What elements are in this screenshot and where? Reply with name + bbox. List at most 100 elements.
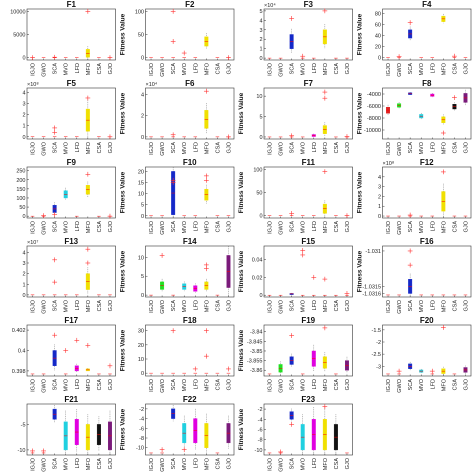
panel-title: F21 bbox=[64, 395, 78, 404]
x-category-label: MFO bbox=[86, 220, 92, 233]
x-category-label: MFO bbox=[441, 378, 447, 391]
x-category-label: MFO bbox=[86, 457, 92, 470]
y-tick-label: -6000 bbox=[367, 104, 381, 110]
x-category-label: CSA bbox=[452, 300, 458, 312]
y-tick-label: -10 bbox=[18, 448, 26, 454]
x-category-label: GJO bbox=[108, 220, 114, 232]
x-category-label: GJO bbox=[345, 220, 351, 232]
x-category-label: MVO bbox=[64, 299, 70, 312]
y-tick-label: -1.031 bbox=[365, 249, 381, 255]
panel-title: F19 bbox=[301, 316, 315, 325]
panel-title: F6 bbox=[185, 79, 195, 88]
y-axis-multiplier: ×10⁸ bbox=[27, 81, 39, 88]
x-category-label: CSA bbox=[97, 142, 103, 154]
x-category-label: LFD bbox=[312, 379, 318, 389]
y-tick-label: 0 bbox=[141, 56, 144, 62]
y-tick-label: -6 bbox=[139, 426, 144, 432]
panel-title: F20 bbox=[420, 316, 434, 325]
panel-f4: F4 Fitness Value 0 20 40 60 80 IGJO GWO SCA MVO LFD… bbox=[357, 0, 472, 77]
y-tick-label: 100 bbox=[253, 167, 262, 173]
x-category-label: GJO bbox=[463, 220, 469, 232]
x-category-label: GWO bbox=[160, 62, 166, 76]
panel-title: F2 bbox=[185, 0, 195, 9]
y-tick-label: -5 bbox=[21, 422, 26, 428]
x-category-label: GWO bbox=[42, 299, 48, 313]
x-category-label: SCA bbox=[171, 63, 177, 75]
x-category-label: MVO bbox=[64, 378, 70, 391]
plot-frame bbox=[145, 324, 235, 377]
x-category-label: SCA bbox=[171, 300, 177, 312]
y-axis-label: Fitness Value bbox=[120, 13, 127, 55]
panel-title: F18 bbox=[183, 316, 197, 325]
x-category-label: GWO bbox=[160, 378, 166, 392]
x-category-label: IGJO bbox=[386, 220, 392, 234]
y-tick-label: 3 bbox=[378, 185, 381, 191]
x-category-label: MFO bbox=[86, 141, 92, 154]
x-category-label: IGJO bbox=[386, 378, 392, 392]
panel-title: F11 bbox=[302, 158, 316, 167]
y-axis-label: Fitness Value bbox=[238, 250, 245, 292]
x-category-label: CSA bbox=[452, 379, 458, 391]
x-category-label: MFO bbox=[323, 141, 329, 154]
y-tick-label: 0 bbox=[22, 214, 25, 220]
x-category-label: MVO bbox=[419, 299, 425, 312]
y-tick-label: -1.0315 bbox=[362, 284, 381, 290]
x-category-label: GWO bbox=[279, 220, 285, 234]
x-category-label: MFO bbox=[86, 299, 92, 312]
y-tick-label: -3.84 bbox=[250, 330, 263, 336]
y-tick-label: 5 bbox=[141, 203, 144, 209]
y-tick-label: 4 bbox=[141, 92, 144, 98]
x-category-label: LFD bbox=[193, 379, 199, 389]
x-category-label: SCA bbox=[408, 63, 414, 75]
y-tick-label: 20 bbox=[375, 44, 381, 50]
x-category-label: MVO bbox=[182, 141, 188, 154]
x-category-label: MVO bbox=[182, 457, 188, 470]
y-tick-label: 5000 bbox=[13, 33, 25, 39]
panel-f23: F23 Fitness Value -2 -4 -6 -8 -10 IGJO GWO SCA MVO… bbox=[238, 395, 353, 472]
x-category-label: GJO bbox=[463, 141, 469, 153]
y-tick-label: 1 bbox=[22, 282, 25, 288]
x-category-label: IGJO bbox=[268, 299, 274, 313]
plot-frame bbox=[263, 87, 353, 140]
panel-f2: F2 Fitness Value 0 50 100 IGJO GWO SCA MVO LFD MFO… bbox=[120, 0, 235, 77]
x-category-label: GJO bbox=[226, 378, 232, 390]
x-category-label: CSA bbox=[215, 142, 221, 154]
y-tick-label: 2 bbox=[22, 272, 25, 278]
x-category-label: CSA bbox=[452, 221, 458, 233]
y-tick-label: -2 bbox=[376, 340, 381, 346]
plot-frame bbox=[26, 8, 116, 61]
y-tick-label: 0 bbox=[259, 56, 262, 62]
y-tick-label: -4 bbox=[139, 417, 144, 423]
x-category-label: CSA bbox=[97, 458, 103, 470]
x-category-label: LFD bbox=[312, 458, 318, 468]
x-category-label: SCA bbox=[408, 379, 414, 391]
y-axis-label: Fitness Value bbox=[238, 171, 245, 213]
plot-frame bbox=[263, 8, 353, 61]
x-category-label: MVO bbox=[419, 378, 425, 391]
panel-f18: F18 Fitness Value 0 10 20 30 IGJO GWO SCA MVO LFD M… bbox=[120, 316, 235, 393]
x-category-label: MFO bbox=[204, 378, 210, 391]
x-category-label: GJO bbox=[108, 299, 114, 311]
x-category-label: MVO bbox=[301, 220, 307, 233]
x-category-label: IGJO bbox=[268, 62, 274, 76]
y-axis-multiplier: ×10⁷ bbox=[27, 239, 38, 246]
plot-frame bbox=[26, 166, 116, 219]
panel-f6: F6 ×10⁴ Fitness Value 0 2 4 IGJO GWO SCA MVO LFD MF… bbox=[120, 79, 235, 156]
y-axis-multiplier: ×10⁴ bbox=[264, 2, 276, 9]
x-category-label: CSA bbox=[215, 221, 221, 233]
panel-title: F13 bbox=[64, 237, 78, 246]
x-category-label: GWO bbox=[397, 378, 403, 392]
panel-f13: F13 ×10⁷ 0 1 2 3 4 IGJO GWO SCA MVO LFD MFO CSA GJO bbox=[22, 237, 116, 314]
x-category-label: GWO bbox=[160, 141, 166, 155]
panel-f3: F3 ×10⁴ 0 1 2 3 4 5 IGJO GWO SCA MVO LFD MFO CSA GJO bbox=[259, 0, 353, 77]
panel-f16: F16 Fitness Value-1.0315 -1.031 -1.0316 IGJO… bbox=[357, 237, 472, 314]
y-tick-label: 40 bbox=[375, 33, 381, 39]
x-category-label: GJO bbox=[108, 457, 114, 469]
panel-title: F23 bbox=[301, 395, 315, 404]
x-category-label: IGJO bbox=[149, 141, 155, 155]
y-axis-label: Fitness Value bbox=[120, 329, 127, 371]
y-tick-label: 0 bbox=[259, 293, 262, 299]
x-category-label: CSA bbox=[334, 63, 340, 75]
y-tick-label: -2 bbox=[139, 407, 144, 413]
x-category-label: GWO bbox=[160, 457, 166, 471]
